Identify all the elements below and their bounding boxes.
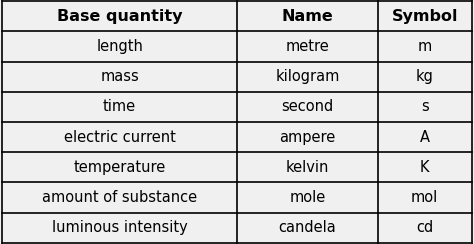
Text: m: m (418, 39, 432, 54)
Text: mass: mass (100, 69, 139, 84)
Text: time: time (103, 99, 136, 114)
Text: kelvin: kelvin (286, 160, 329, 175)
Text: mole: mole (289, 190, 326, 205)
Text: second: second (281, 99, 334, 114)
Text: mol: mol (411, 190, 438, 205)
Text: Symbol: Symbol (392, 9, 458, 24)
Text: temperature: temperature (73, 160, 166, 175)
Text: candela: candela (279, 220, 336, 235)
Text: Base quantity: Base quantity (57, 9, 182, 24)
Text: A: A (419, 130, 430, 145)
Text: kg: kg (416, 69, 434, 84)
Text: Name: Name (282, 9, 333, 24)
Text: amount of substance: amount of substance (42, 190, 197, 205)
Text: cd: cd (416, 220, 433, 235)
Text: K: K (420, 160, 429, 175)
Text: ampere: ampere (279, 130, 336, 145)
Text: s: s (421, 99, 428, 114)
Text: luminous intensity: luminous intensity (52, 220, 188, 235)
Text: kilogram: kilogram (275, 69, 339, 84)
Text: length: length (96, 39, 143, 54)
Text: metre: metre (285, 39, 329, 54)
Text: electric current: electric current (64, 130, 176, 145)
